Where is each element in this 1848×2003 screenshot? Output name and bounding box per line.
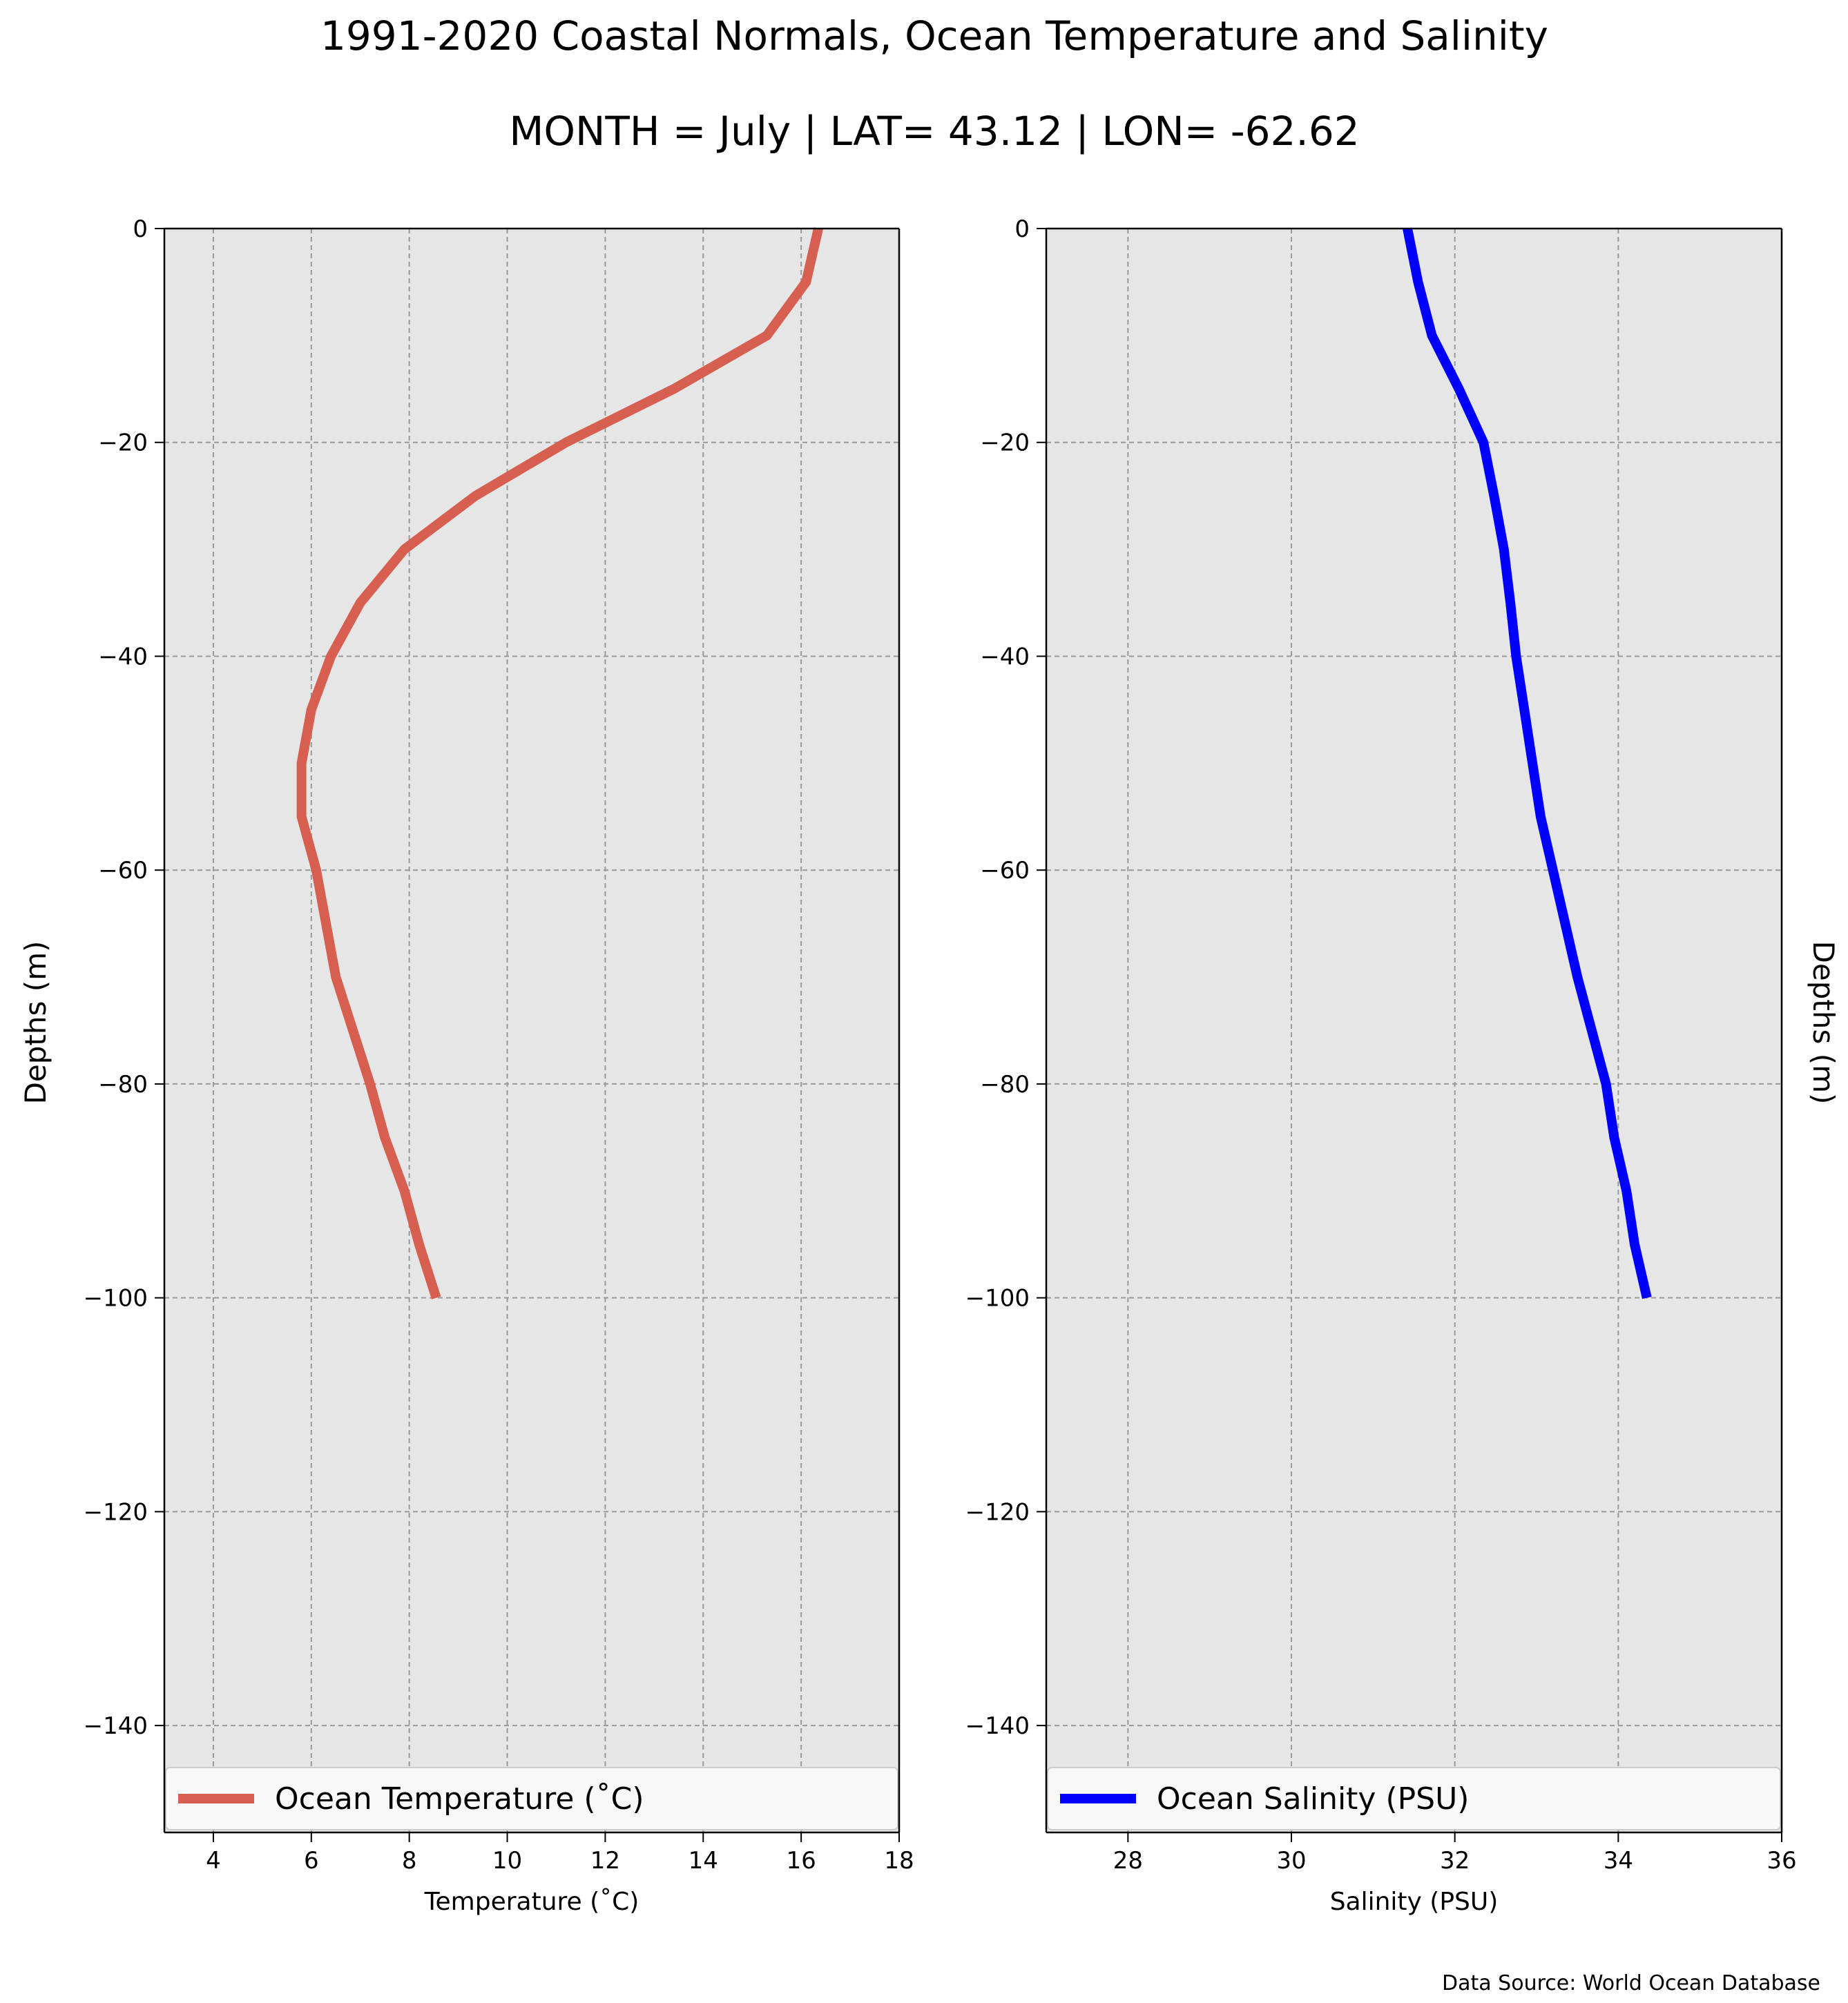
- temperature-xlabel: Temperature (˚C): [424, 1888, 639, 1916]
- salinity-series-line: [1403, 227, 1652, 1299]
- salinity-xtick-label: 30: [1276, 1847, 1306, 1875]
- salinity-xtick-label: 34: [1604, 1847, 1633, 1875]
- chart-subtitle: MONTH = July | LAT= 43.12 | LON= -62.62: [509, 108, 1359, 155]
- temperature-xtick-label: 6: [304, 1847, 319, 1875]
- temperature-series-line: [296, 227, 823, 1299]
- chart-title: 1991-2020 Coastal Normals, Ocean Tempera…: [320, 12, 1548, 59]
- temperature-ytick-label: −100: [84, 1285, 148, 1313]
- temperature-ytick-label: 0: [133, 215, 148, 243]
- temperature-xtick-label: 10: [492, 1847, 522, 1875]
- temperature-ytick-label: −140: [84, 1712, 148, 1740]
- salinity-ytick-label: 0: [1014, 215, 1030, 243]
- salinity-ytick-label: −100: [965, 1285, 1030, 1313]
- temperature-ytick-label: −120: [84, 1498, 148, 1526]
- temperature-xtick-label: 4: [206, 1847, 221, 1875]
- right-ylabel: Depths (m): [1807, 941, 1840, 1105]
- salinity-xlabel: Salinity (PSU): [1330, 1888, 1499, 1916]
- salinity-xtick-label: 32: [1440, 1847, 1470, 1875]
- data-source-note: Data Source: World Ocean Database: [1442, 1971, 1820, 1995]
- temperature-ytick-label: −60: [98, 857, 148, 884]
- temperature-ytick-label: −20: [98, 429, 148, 457]
- salinity-ytick-label: −40: [980, 643, 1030, 670]
- salinity-xtick-label: 36: [1767, 1847, 1796, 1875]
- temperature-ytick-label: −40: [98, 643, 148, 670]
- temperature-xtick-label: 8: [402, 1847, 417, 1875]
- salinity-ytick-label: −60: [980, 857, 1030, 884]
- salinity-xtick-label: 28: [1113, 1847, 1143, 1875]
- temperature-panel: Ocean Temperature (˚C) 4 6 8 10 12 14 16 18 0 −20 −…: [84, 215, 914, 1916]
- salinity-ytick-label: −140: [965, 1712, 1030, 1740]
- temperature-xtick-label: 14: [689, 1847, 718, 1875]
- salinity-ytick-label: −120: [965, 1498, 1030, 1526]
- left-ylabel: Depths (m): [19, 941, 52, 1105]
- temperature-ytick-label: −80: [98, 1071, 148, 1099]
- salinity-legend-label: Ocean Salinity (PSU): [1157, 1781, 1469, 1817]
- salinity-panel: Ocean Salinity (PSU) 28 30 32 34 36 0 −20 −40 −60…: [965, 215, 1797, 1916]
- salinity-legend-box: [1047, 1767, 1781, 1830]
- temperature-xtick-label: 16: [787, 1847, 816, 1875]
- temperature-xtick-label: 12: [590, 1847, 620, 1875]
- salinity-ytick-label: −80: [980, 1071, 1030, 1099]
- temperature-xtick-label: 18: [884, 1847, 914, 1875]
- salinity-plot-area: [1046, 229, 1782, 1832]
- temperature-legend-box: [165, 1767, 898, 1830]
- salinity-ytick-label: −20: [980, 429, 1030, 457]
- temperature-legend-label: Ocean Temperature (˚C): [275, 1781, 644, 1817]
- temperature-plot-area: [164, 229, 899, 1832]
